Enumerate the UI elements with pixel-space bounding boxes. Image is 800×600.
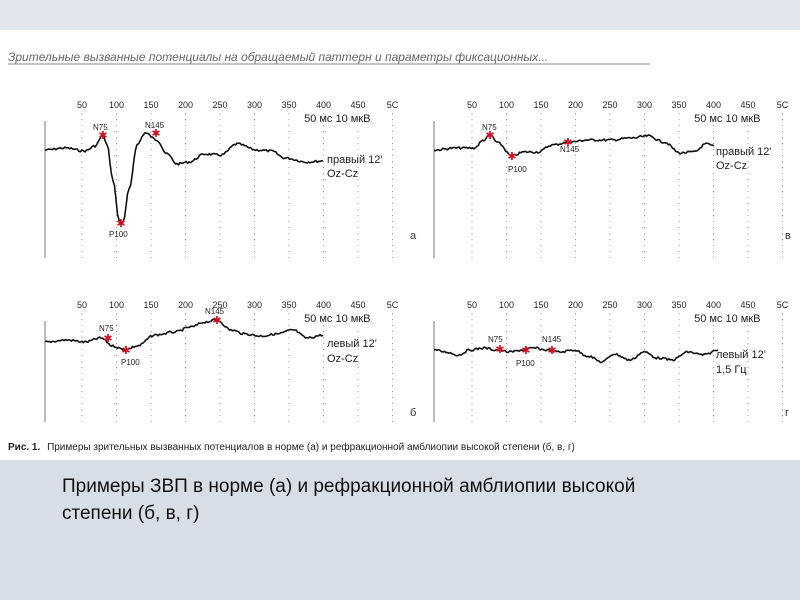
eye-label: левый 12' [716, 349, 766, 361]
peak-marker: ✱ [521, 344, 530, 357]
scale-label: 50 мс 10 мкВ [304, 313, 370, 325]
tick-label: 150 [143, 100, 158, 110]
peak-marker: ✱ [563, 136, 572, 149]
tick-label: 100 [109, 300, 124, 310]
eye-label: правый 12' [716, 146, 771, 158]
panel-letter: б [410, 407, 416, 419]
tick-label: 400 [316, 300, 331, 310]
peak-label-n75: N75 [99, 324, 114, 333]
peak-label-p100: P100 [508, 165, 527, 174]
slide-caption: Примеры ЗВП в норме (а) и рефракционной … [62, 476, 636, 524]
peak-label-p100: P100 [109, 230, 128, 239]
peak-label-n145: N145 [560, 145, 580, 154]
tick-label: 5C [777, 300, 789, 310]
tick-label: 450 [350, 100, 365, 110]
peak-marker: ✱ [547, 344, 556, 357]
tick-label: 350 [671, 300, 686, 310]
peak-label-n75: N75 [488, 335, 503, 344]
tick-label: 350 [281, 300, 296, 310]
peak-marker: ✱ [103, 332, 112, 345]
tick-label: 5C [777, 100, 789, 110]
channel-label: 1,5 Гц [716, 364, 747, 376]
tick-label: 400 [706, 300, 721, 310]
tick-label: 150 [143, 300, 158, 310]
tick-label: 5C [387, 300, 399, 310]
panel-g: 50 100 150 200 250 300 350 400 450 5C 50 мс 10 мкВ… [433, 300, 789, 422]
peak-marker: ✱ [507, 150, 516, 163]
tick-label: 250 [212, 300, 227, 310]
tick-label: 400 [316, 100, 331, 110]
peak-label-n75: N75 [93, 123, 108, 132]
panel-letter: в [785, 230, 791, 242]
figure-caption-text: Примеры зрительных вызванных потенциалов… [47, 441, 575, 453]
tick-label: 200 [178, 300, 193, 310]
panel-letter: а [410, 230, 417, 242]
tick-label: 250 [212, 100, 227, 110]
tick-label: 150 [533, 300, 548, 310]
tick-label: 400 [706, 100, 721, 110]
panel-a: 50 100 150 200 250 300 350 400 450 5C 50 мс 10 мкВ… [44, 100, 417, 258]
channel-label: Oz-Cz [327, 353, 358, 365]
peak-marker: ✱ [212, 314, 221, 327]
scale-label: 50 мс 10 мкВ [694, 113, 760, 125]
tick-label: 450 [350, 300, 365, 310]
tick-label: 200 [568, 100, 583, 110]
panel-letter: г [785, 407, 789, 419]
tick-label: 200 [178, 100, 193, 110]
waveform-trace [434, 134, 715, 157]
peak-label-n75: N75 [482, 123, 497, 132]
figure-graphic: Зрительные вызванные потенциалы на обращ… [8, 50, 791, 453]
tick-label: 200 [568, 300, 583, 310]
eye-label: левый 12' [327, 338, 377, 350]
waveform-trace [44, 132, 324, 224]
waveform-trace [433, 346, 719, 364]
peak-marker: ✱ [485, 129, 494, 142]
peak-label-n145: N145 [145, 121, 165, 130]
slide-top-band [0, 0, 800, 30]
tick-label: 450 [740, 100, 755, 110]
tick-label: 300 [247, 300, 262, 310]
figure-caption: Рис. 1. Примеры зрительных вызванных пот… [8, 441, 575, 453]
panel-b: 50 100 150 200 250 300 350 400 450 5C 50 мс 10 мкВ… [44, 300, 416, 422]
tick-label: 300 [637, 100, 652, 110]
tick-label: 250 [602, 100, 617, 110]
tick-label: 100 [499, 100, 514, 110]
peak-marker: ✱ [151, 127, 160, 140]
peak-label-p100: P100 [516, 359, 535, 368]
tick-label: 450 [740, 300, 755, 310]
figure-image: Зрительные вызванные потенциалы на обращ… [0, 30, 800, 460]
peak-label-n145: N145 [205, 307, 225, 316]
peak-marker: ✱ [121, 344, 130, 357]
tick-label: 350 [671, 100, 686, 110]
eye-label: правый 12' [327, 154, 382, 166]
tick-label: 350 [281, 100, 296, 110]
scale-label: 50 мс 10 мкВ [304, 113, 370, 125]
peak-marker: ✱ [495, 343, 504, 356]
channel-label: Oz-Cz [327, 168, 358, 180]
panels-group: 50 100 150 200 250 300 350 400 450 5C 50 мс 10 мкВ… [44, 100, 791, 422]
tick-label: 5C [387, 100, 399, 110]
tick-label: 50 [467, 100, 477, 110]
peak-label-n145: N145 [542, 335, 562, 344]
figure-header: Зрительные вызванные потенциалы на обращ… [8, 50, 548, 64]
peak-marker: ✱ [98, 129, 107, 142]
scale-label: 50 мс 10 мкВ [694, 313, 760, 325]
tick-label: 50 [77, 300, 87, 310]
figure-caption-label: Рис. 1. [8, 442, 40, 453]
tick-label: 300 [637, 300, 652, 310]
tick-label: 100 [499, 300, 514, 310]
peak-label-p100: P100 [121, 358, 140, 367]
tick-label: 100 [109, 100, 124, 110]
channel-label: Oz-Cz [716, 160, 747, 172]
tick-label: 150 [533, 100, 548, 110]
tick-label: 300 [247, 100, 262, 110]
tick-label: 50 [77, 100, 87, 110]
tick-label: 50 [467, 300, 477, 310]
waveform-trace [44, 318, 324, 352]
panel-v: 50 100 150 200 250 300 350 400 450 5C 50 мс 10 мкВ… [433, 100, 791, 258]
peak-marker: ✱ [116, 217, 125, 230]
tick-label: 250 [602, 300, 617, 310]
